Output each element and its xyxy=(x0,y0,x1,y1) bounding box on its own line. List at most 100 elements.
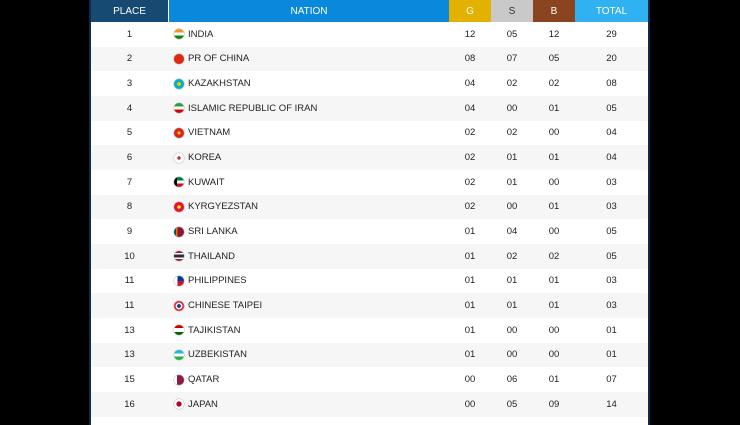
silver-cell: 01 xyxy=(506,176,518,188)
table-row: 11 PHILIPPINES 01 01 01 03 xyxy=(91,269,648,294)
place-cell: 9 xyxy=(126,226,133,238)
flag-icon xyxy=(174,226,184,237)
total-cell: 01 xyxy=(606,324,617,336)
nation-name: SRI LANKA xyxy=(188,226,238,238)
table-row: 13 UZBEKISTAN 01 00 00 01 xyxy=(91,342,648,368)
total-cell: 08 xyxy=(606,78,617,90)
silver-cell: 00 xyxy=(506,324,518,336)
total-cell: 03 xyxy=(606,176,617,188)
silver-cell: 00 xyxy=(506,201,518,213)
bronze-cell: 01 xyxy=(548,102,560,114)
gold-cell: 02 xyxy=(464,176,476,188)
flag-icon xyxy=(174,127,184,138)
total-cell: 29 xyxy=(606,28,617,40)
nation-name: JAPAN xyxy=(188,398,218,410)
nation-cell: ISLAMIC REPUBLIC OF IRAN xyxy=(168,103,449,114)
header-nation[interactable]: NATION xyxy=(169,0,449,22)
table-row: 7 KUWAIT 02 01 00 03 xyxy=(91,170,648,195)
header-bronze[interactable]: B xyxy=(533,0,575,22)
flag-icon xyxy=(174,325,184,336)
nation-cell: CHINESE TAIPEI xyxy=(168,300,449,311)
silver-cell: 02 xyxy=(506,78,518,90)
bronze-cell: 12 xyxy=(548,28,560,40)
table-row: 9 SRI LANKA 01 04 00 05 xyxy=(91,219,648,244)
flag-icon xyxy=(174,103,184,114)
place-cell: 4 xyxy=(126,102,133,114)
place-cell: 13 xyxy=(124,349,135,361)
place-cell: 13 xyxy=(124,324,135,336)
table-row: 11 CHINESE TAIPEI 01 01 01 03 xyxy=(91,293,648,318)
silver-cell: 04 xyxy=(506,226,518,238)
table-row: 2 PR OF CHINA 08 07 05 20 xyxy=(91,46,648,72)
table-row: 5 VIETNAM 02 02 00 04 xyxy=(91,121,648,146)
silver-cell: 02 xyxy=(506,250,518,262)
place-cell: 7 xyxy=(126,176,133,188)
flag-icon xyxy=(174,349,184,360)
bronze-cell: 01 xyxy=(548,300,560,312)
total-cell: 03 xyxy=(606,300,617,312)
header-total[interactable]: TOTAL xyxy=(575,0,648,22)
nation-name: QATAR xyxy=(188,374,220,386)
silver-cell: 05 xyxy=(506,28,518,40)
nation-name: VIETNAM xyxy=(188,127,231,139)
bronze-cell: 00 xyxy=(548,349,560,361)
table-row: 10 THAILAND 01 02 02 05 xyxy=(91,243,648,269)
table-header: PLACE NATION G S B TOTAL xyxy=(91,0,648,22)
place-cell: 3 xyxy=(126,78,133,90)
table-row: 13 TAJIKISTAN 01 00 00 01 xyxy=(91,318,648,343)
place-cell: 11 xyxy=(124,275,135,287)
nation-cell: VIETNAM xyxy=(168,127,449,138)
nation-name: KOREA xyxy=(188,152,222,164)
table-row xyxy=(91,417,648,425)
nation-cell: JAPAN xyxy=(168,399,449,410)
header-silver[interactable]: S xyxy=(491,0,533,22)
nation-name: KYRGYEZSTAN xyxy=(188,201,259,213)
flag-icon xyxy=(174,78,184,89)
header-gold[interactable]: G xyxy=(449,0,491,22)
gold-cell: 04 xyxy=(464,78,476,90)
nation-cell: PR OF CHINA xyxy=(168,53,449,64)
gold-cell: 08 xyxy=(464,53,476,65)
silver-cell: 01 xyxy=(506,152,518,164)
table-row: 6 KOREA 02 01 01 04 xyxy=(91,145,648,170)
silver-cell: 02 xyxy=(506,127,518,139)
nation-name: PR OF CHINA xyxy=(188,53,250,65)
gold-cell: 01 xyxy=(464,349,476,361)
gold-cell: 00 xyxy=(464,398,476,410)
gold-cell: 01 xyxy=(464,300,476,312)
table-row: 16 JAPAN 00 05 09 14 xyxy=(91,391,648,417)
flag-icon xyxy=(174,177,184,188)
place-cell: 8 xyxy=(126,201,133,213)
flag-icon xyxy=(174,152,184,163)
total-cell: 03 xyxy=(606,201,617,213)
nation-cell: PHILIPPINES xyxy=(168,275,449,286)
nation-cell: SRI LANKA xyxy=(168,226,449,237)
total-cell: 05 xyxy=(606,226,617,238)
bronze-cell: 00 xyxy=(548,127,560,139)
nation-cell: UZBEKISTAN xyxy=(168,349,449,360)
bronze-cell: 02 xyxy=(548,78,560,90)
bronze-cell: 01 xyxy=(548,275,560,287)
silver-cell: 06 xyxy=(506,374,518,386)
total-cell: 20 xyxy=(606,53,617,65)
place-cell: 1 xyxy=(126,28,133,40)
place-cell: 6 xyxy=(126,152,133,164)
table-row: 1 INDIA 12 05 12 29 xyxy=(91,22,648,47)
silver-cell: 01 xyxy=(506,300,518,312)
silver-cell: 07 xyxy=(506,53,518,65)
flag-icon xyxy=(174,29,184,40)
nation-name: KUWAIT xyxy=(188,176,225,188)
silver-cell: 00 xyxy=(506,349,518,361)
gold-cell: 02 xyxy=(464,127,476,139)
flag-icon xyxy=(174,275,184,286)
silver-cell: 05 xyxy=(506,398,518,410)
nation-cell: KAZAKHSTAN xyxy=(168,78,449,89)
nation-name: ISLAMIC REPUBLIC OF IRAN xyxy=(188,102,318,114)
nation-name: KAZAKHSTAN xyxy=(188,78,251,90)
flag-icon xyxy=(174,53,184,64)
nation-cell: TAJIKISTAN xyxy=(168,325,449,336)
nation-cell: QATAR xyxy=(168,374,449,385)
header-place[interactable]: PLACE xyxy=(91,0,168,22)
total-cell: 01 xyxy=(606,349,617,361)
bronze-cell: 09 xyxy=(548,398,560,410)
